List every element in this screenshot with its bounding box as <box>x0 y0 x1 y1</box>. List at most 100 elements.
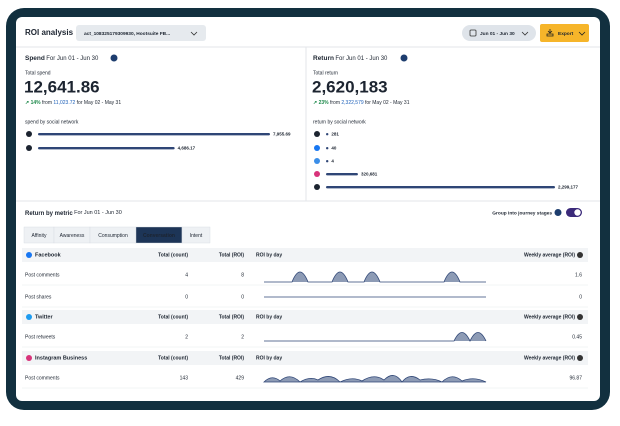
column-header: Total (count) <box>158 252 188 258</box>
spend-title: Spend <box>25 55 45 62</box>
spend-heading: Spend For Jun 01 - Jun 30 <box>25 55 99 62</box>
chevron <box>521 31 529 36</box>
network-icon <box>26 314 32 320</box>
info-icon[interactable] <box>110 54 118 62</box>
facebook-icon <box>26 131 32 137</box>
group-name: Facebook <box>35 252 62 258</box>
tab-label: Consumption <box>98 233 128 239</box>
facebook-icon <box>314 131 320 137</box>
group-header <box>22 351 588 365</box>
column-header: Weekly average (ROI) <box>524 355 575 361</box>
return-heading: Return For Jun 01 - Jun 30 <box>313 55 388 62</box>
account-select[interactable] <box>76 25 206 41</box>
chevron <box>578 31 586 36</box>
date-range: Jun 01 - Jun 30 <box>480 31 515 37</box>
total-value: 2,620,183 <box>312 77 388 96</box>
network-value: 281 <box>331 131 339 136</box>
toggle-label: Group into journey stages <box>492 210 552 216</box>
export-button[interactable] <box>540 24 589 42</box>
row-label: Post comments <box>25 272 60 278</box>
previous-period: for May 02 - May 31 <box>77 100 122 106</box>
network-bar <box>38 147 175 150</box>
calendar-icon <box>469 29 477 37</box>
network-value: 320,681 <box>361 171 378 176</box>
group-name: Twitter <box>35 314 53 320</box>
weekly-average: 1.6 <box>575 272 582 278</box>
column-header: ROI by day <box>256 314 282 320</box>
info-icon[interactable] <box>400 54 408 62</box>
metrics-period: For Jun 01 - Jun 30 <box>74 210 122 216</box>
group-name: Instagram Business <box>35 355 87 361</box>
facebook-icon <box>314 145 320 151</box>
total-count: 0 <box>185 294 188 300</box>
group-header <box>22 310 588 324</box>
instagram-icon <box>314 171 320 177</box>
network-value: 7,955.69 <box>273 131 291 136</box>
messenger-icon <box>314 158 320 164</box>
weekly-average: 96.87 <box>569 375 582 381</box>
twitter-icon <box>26 145 32 151</box>
column-header: Total (ROI) <box>219 355 245 361</box>
column-header: ROI by day <box>256 252 282 258</box>
change: 14% <box>31 100 42 106</box>
weekly-average: 0 <box>579 294 582 300</box>
column-header: Total (count) <box>158 355 188 361</box>
info-icon[interactable] <box>577 355 583 361</box>
info-icon[interactable] <box>577 314 583 320</box>
network-bar <box>326 186 555 189</box>
metrics-table: Facebook Total (count) Total (ROI) ROI by d… <box>22 248 588 389</box>
tab-label: Affinity <box>32 233 47 239</box>
twitter-icon <box>314 184 320 190</box>
column-header: ROI by day <box>256 355 282 361</box>
total-roi: 8 <box>241 272 244 278</box>
change-line: ↗ 14% from 11,023.72 for May 02 - May 31 <box>25 100 121 106</box>
total-value: 12,641.86 <box>24 77 100 96</box>
total-count: 4 <box>185 272 188 278</box>
group-header <box>22 248 588 262</box>
sparkline <box>263 375 487 383</box>
return-title: Return <box>313 55 334 62</box>
toggle-knob[interactable] <box>574 209 581 216</box>
export-icon <box>546 29 554 37</box>
column-header: Total (count) <box>158 314 188 320</box>
network-value: 2,299,177 <box>558 184 579 189</box>
network-bar <box>326 173 358 176</box>
sparkline <box>264 271 486 283</box>
account-label: act_108325179309930, Hootsuite FB... <box>84 31 170 37</box>
change-arrow: ↗ <box>313 100 319 106</box>
from: from <box>42 100 52 106</box>
column-header: Weekly average (ROI) <box>524 314 575 320</box>
column-header: Total (ROI) <box>219 252 245 258</box>
info-icon[interactable] <box>577 252 583 258</box>
total-roi: 0 <box>241 294 244 300</box>
tab-label: Conversation <box>143 233 175 239</box>
tab-label: Awareness <box>60 233 85 239</box>
from: from <box>330 100 340 106</box>
total-roi: 429 <box>236 375 245 381</box>
column-header: Weekly average (ROI) <box>524 252 575 258</box>
total-roi: 2 <box>241 334 244 340</box>
tabs: Affinity Awareness Consumption Conversation… <box>23 226 211 244</box>
metrics-title: Return by metric <box>25 211 73 217</box>
network-bar <box>326 147 329 150</box>
change-arrow: ↗ <box>25 100 31 106</box>
sparkline <box>264 332 487 342</box>
row-label: Post shares <box>25 294 52 300</box>
row-label: Post retweets <box>25 334 56 340</box>
network-icon <box>26 355 32 361</box>
row-label: Post comments <box>25 375 60 381</box>
spend-period: For Jun 01 - Jun 30 <box>46 56 99 62</box>
tab[interactable] <box>181 226 211 244</box>
network-value: 4,686.17 <box>178 145 196 150</box>
total-count: 143 <box>180 375 189 381</box>
date-picker[interactable] <box>462 25 536 41</box>
tab-label: Intent <box>190 233 203 239</box>
chevron <box>190 31 198 36</box>
toggle[interactable] <box>566 208 582 217</box>
total-label: Total spend <box>25 70 51 76</box>
change-line: ↗ 23% from 2,322,579 for May 02 - May 31 <box>313 100 410 106</box>
total-label: Total return <box>313 70 338 76</box>
info-icon[interactable] <box>554 209 562 216</box>
previous-period: for May 02 - May 31 <box>365 100 410 106</box>
